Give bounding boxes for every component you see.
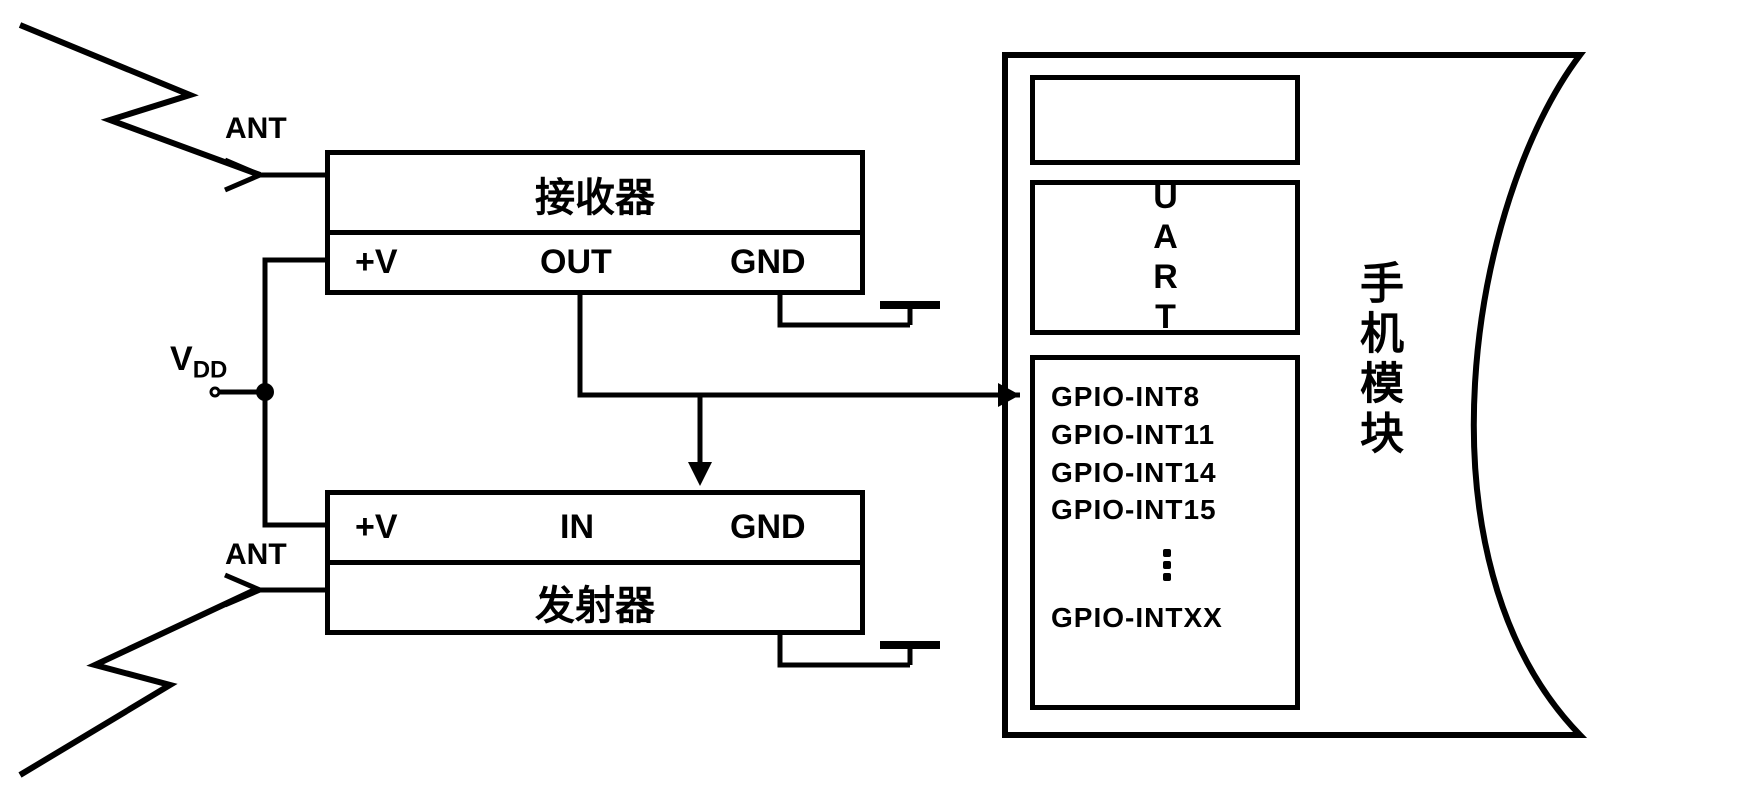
arrow-to-in: [688, 462, 712, 486]
ant-top-label: ANT: [225, 112, 287, 146]
ant-bottom-label: ANT: [225, 538, 287, 572]
transmitter-divider: [330, 560, 860, 565]
gpio-line-0: GPIO-INT8: [1051, 378, 1283, 416]
vdd-label: VDD: [170, 340, 227, 384]
uart-label: UART: [1146, 178, 1185, 338]
transmitter-title: 发射器: [330, 573, 860, 631]
wire-receiver-gnd: [780, 295, 910, 325]
wire-out-to-gpio: [580, 295, 1020, 395]
transmitter-block: +V IN GND 发射器: [325, 490, 865, 635]
transmitter-pin-in: IN: [560, 508, 594, 547]
receiver-pin-gnd: GND: [730, 243, 806, 282]
receiver-divider: [330, 230, 860, 235]
gpio-line-2: GPIO-INT14: [1051, 454, 1283, 492]
gpio-line-3: GPIO-INT15: [1051, 491, 1283, 529]
gpio-box: GPIO-INT8 GPIO-INT11 GPIO-INT14 GPIO-INT…: [1030, 355, 1300, 710]
vdd-terminal-icon: [211, 388, 219, 396]
uart-box: UART: [1030, 180, 1300, 335]
antenna-bottom-icon: [225, 575, 260, 605]
rf-bolt-bottom: [20, 590, 255, 775]
gpio-line-1: GPIO-INT11: [1051, 416, 1283, 454]
arrow-out-to-gpio: [998, 383, 1020, 407]
vdd-node-dot: [256, 383, 274, 401]
transmitter-pin-gnd: GND: [730, 508, 806, 547]
receiver-pin-v: +V: [355, 243, 398, 282]
receiver-title: 接收器: [330, 165, 860, 223]
phone-module-title: 手机模块: [1345, 260, 1409, 460]
receiver-block: 接收器 +V OUT GND: [325, 150, 865, 295]
phone-inner-top-box: [1030, 75, 1300, 165]
gpio-line-last: GPIO-INTXX: [1051, 599, 1283, 637]
antenna-top-icon: [225, 160, 260, 190]
transmitter-pin-v: +V: [355, 508, 398, 547]
receiver-pin-out: OUT: [540, 243, 612, 282]
rf-bolt-top: [20, 25, 260, 175]
gpio-ellipsis-icon: [1051, 535, 1283, 595]
wire-transmitter-gnd: [780, 635, 910, 665]
